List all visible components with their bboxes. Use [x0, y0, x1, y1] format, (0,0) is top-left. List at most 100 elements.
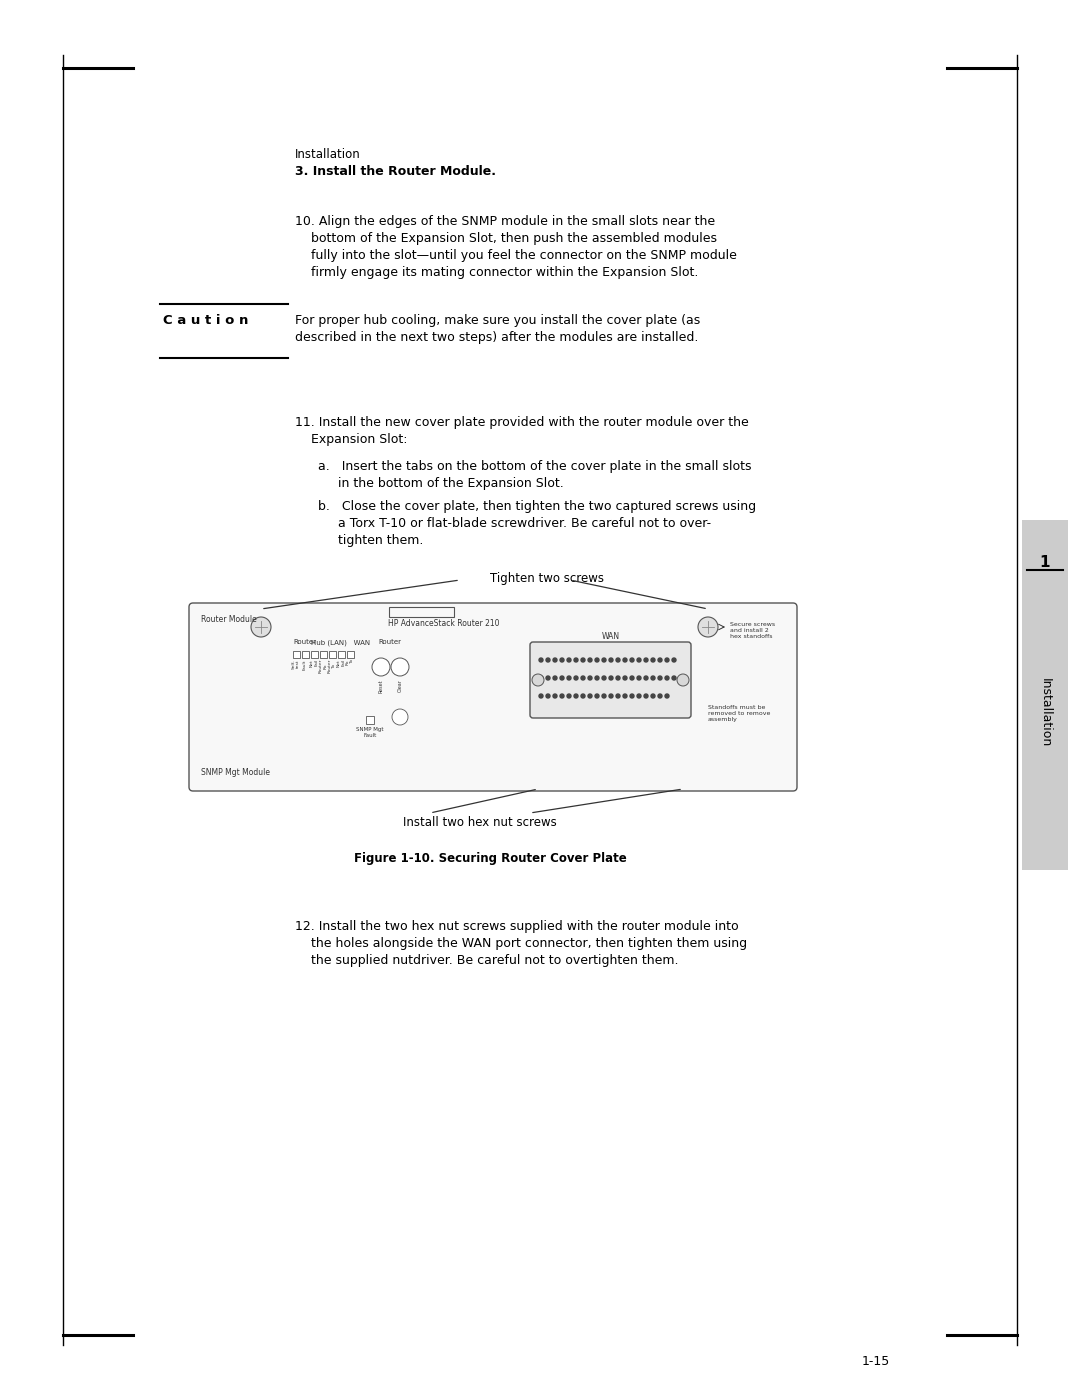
FancyBboxPatch shape	[189, 604, 797, 791]
Circle shape	[546, 658, 550, 662]
Text: 1: 1	[1040, 555, 1050, 570]
Circle shape	[658, 658, 662, 662]
Text: Hub (LAN)   WAN: Hub (LAN) WAN	[311, 638, 370, 645]
Circle shape	[581, 676, 585, 680]
Circle shape	[609, 658, 613, 662]
Circle shape	[672, 676, 676, 680]
Text: b.   Close the cover plate, then tighten the two captured screws using: b. Close the cover plate, then tighten t…	[318, 500, 756, 513]
Text: Fault: Fault	[303, 659, 307, 669]
Circle shape	[630, 658, 634, 662]
Text: the supplied nutdriver. Be careful not to overtighten them.: the supplied nutdriver. Be careful not t…	[295, 954, 678, 967]
Bar	[1022, 520, 1068, 870]
Circle shape	[630, 676, 634, 680]
Text: Clear: Clear	[397, 679, 403, 692]
Circle shape	[644, 694, 648, 698]
Circle shape	[573, 676, 578, 680]
Circle shape	[616, 694, 620, 698]
Circle shape	[698, 617, 718, 637]
Circle shape	[623, 658, 627, 662]
Text: For proper hub cooling, make sure you install the cover plate (as: For proper hub cooling, make sure you in…	[295, 314, 700, 327]
Text: 3. Install the Router Module.: 3. Install the Router Module.	[295, 165, 496, 177]
Text: Install two hex nut screws: Install two hex nut screws	[403, 816, 557, 828]
Bar	[302, 651, 309, 658]
Text: bottom of the Expansion Slot, then push the assembled modules: bottom of the Expansion Slot, then push …	[295, 232, 717, 244]
Text: fully into the slot—until you feel the connector on the SNMP module: fully into the slot—until you feel the c…	[295, 249, 737, 263]
Circle shape	[602, 694, 606, 698]
Circle shape	[561, 676, 564, 680]
Circle shape	[573, 658, 578, 662]
Circle shape	[602, 676, 606, 680]
Circle shape	[665, 694, 669, 698]
Circle shape	[609, 676, 613, 680]
Circle shape	[623, 694, 627, 698]
Text: Router: Router	[293, 638, 316, 645]
Circle shape	[637, 694, 642, 698]
Bar	[338, 651, 345, 658]
Text: Router
Rx: Router Rx	[319, 659, 327, 673]
Text: 1-15: 1-15	[862, 1355, 890, 1368]
Text: Self-
test: Self- test	[292, 659, 300, 669]
Text: Installation: Installation	[1039, 678, 1052, 747]
Text: in the bottom of the Expansion Slot.: in the bottom of the Expansion Slot.	[318, 476, 564, 490]
Circle shape	[595, 676, 599, 680]
Circle shape	[392, 710, 408, 725]
Circle shape	[595, 694, 599, 698]
Circle shape	[588, 676, 592, 680]
Circle shape	[644, 658, 648, 662]
Circle shape	[630, 694, 634, 698]
Text: Expansion Slot:: Expansion Slot:	[295, 433, 407, 446]
Circle shape	[567, 658, 571, 662]
Circle shape	[553, 658, 557, 662]
Bar	[329, 651, 336, 658]
Circle shape	[609, 694, 613, 698]
Text: WAN: WAN	[602, 631, 620, 641]
Circle shape	[561, 694, 564, 698]
Text: firmly engage its mating connector within the Expansion Slot.: firmly engage its mating connector withi…	[295, 265, 699, 279]
Circle shape	[391, 658, 409, 676]
Circle shape	[567, 676, 571, 680]
Circle shape	[658, 694, 662, 698]
Circle shape	[539, 694, 543, 698]
Text: Installation: Installation	[295, 148, 361, 161]
Circle shape	[581, 658, 585, 662]
Circle shape	[665, 676, 669, 680]
Text: Router Module: Router Module	[201, 615, 257, 624]
Text: 10. Align the edges of the SNMP module in the small slots near the: 10. Align the edges of the SNMP module i…	[295, 215, 715, 228]
Circle shape	[532, 673, 544, 686]
Circle shape	[637, 676, 642, 680]
Circle shape	[616, 676, 620, 680]
Text: described in the next two steps) after the modules are installed.: described in the next two steps) after t…	[295, 331, 699, 344]
Circle shape	[588, 658, 592, 662]
Circle shape	[651, 676, 654, 680]
Text: Router
Tx: Router Tx	[327, 659, 336, 673]
Circle shape	[677, 673, 689, 686]
Text: SNMP Mgt
Fault: SNMP Mgt Fault	[356, 726, 383, 738]
Text: Figure 1-10. Securing Router Cover Plate: Figure 1-10. Securing Router Cover Plate	[353, 852, 626, 865]
Text: tighten them.: tighten them.	[318, 534, 423, 548]
Text: Tighten two screws: Tighten two screws	[490, 571, 604, 585]
Circle shape	[651, 694, 654, 698]
Text: Router: Router	[378, 638, 401, 645]
Circle shape	[573, 694, 578, 698]
Circle shape	[644, 676, 648, 680]
Circle shape	[616, 658, 620, 662]
Text: HP AdvanceStack Router 210: HP AdvanceStack Router 210	[388, 619, 499, 629]
Circle shape	[581, 694, 585, 698]
Circle shape	[658, 676, 662, 680]
Bar	[311, 651, 318, 658]
Circle shape	[651, 658, 654, 662]
Circle shape	[539, 676, 543, 680]
Text: Net
Fail: Net Fail	[310, 659, 319, 666]
Text: C a u t i o n: C a u t i o n	[163, 314, 248, 327]
Circle shape	[637, 658, 642, 662]
Circle shape	[372, 658, 390, 676]
Text: a Torx T-10 or flat-blade screwdriver. Be careful not to over-: a Torx T-10 or flat-blade screwdriver. B…	[318, 517, 711, 529]
Text: Reset: Reset	[378, 679, 383, 693]
Circle shape	[602, 658, 606, 662]
Circle shape	[623, 676, 627, 680]
Circle shape	[672, 658, 676, 662]
Circle shape	[546, 676, 550, 680]
Bar	[347, 651, 354, 658]
Circle shape	[595, 658, 599, 662]
Text: Standoffs must be
removed to remove
assembly: Standoffs must be removed to remove asse…	[708, 705, 770, 722]
